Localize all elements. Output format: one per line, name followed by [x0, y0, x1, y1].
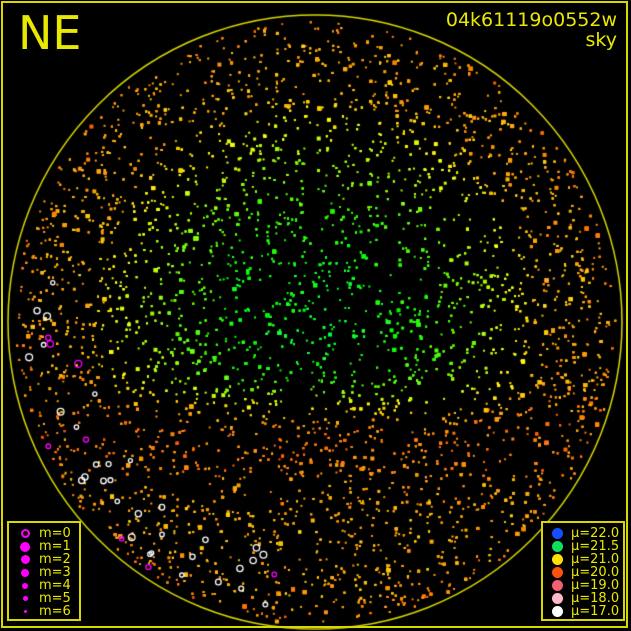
brightness-swatch-icon [549, 580, 565, 591]
brightness-label: μ=21.0 [571, 552, 620, 567]
brightness-label: μ=18.0 [571, 591, 620, 606]
magnitude-symbol-icon [17, 529, 33, 538]
magnitude-legend: m=0 m=1 m=2 m=3 m=4 m=5 m=6 [7, 521, 81, 621]
magnitude-label: m=1 [39, 539, 71, 554]
brightness-label: μ=21.5 [571, 539, 620, 554]
magnitude-legend-item: m=4 [17, 578, 79, 593]
magnitude-label: m=3 [39, 565, 71, 580]
sky-brightness-legend: μ=22.0 μ=21.5 μ=21.0 μ=20.0 μ=19.0 μ=18.0 μ=17… [541, 521, 625, 621]
magnitude-legend-item: m=0 [17, 526, 79, 541]
magnitude-legend-item: m=3 [17, 565, 79, 580]
brightness-swatch-icon [549, 593, 565, 604]
brightness-label: μ=22.0 [571, 526, 620, 541]
magnitude-legend-item: m=1 [17, 539, 79, 554]
brightness-label: μ=17.0 [571, 604, 620, 619]
frame-id: 04k61119o0552w [445, 9, 617, 31]
magnitude-symbol-icon [17, 555, 33, 564]
frame-type: sky [585, 29, 617, 51]
brightness-label: μ=20.0 [571, 565, 620, 580]
magnitude-symbol-icon [17, 568, 33, 577]
image-title: 04k61119o0552w sky [446, 10, 617, 50]
sky-brightness-legend-item: μ=22.0 [549, 526, 623, 541]
magnitude-legend-item: m=2 [17, 552, 79, 567]
brightness-swatch-icon [549, 528, 565, 539]
magnitude-symbol-icon [17, 610, 33, 613]
brightness-swatch-icon [549, 606, 565, 617]
sky-brightness-legend-item: μ=18.0 [549, 591, 623, 606]
magnitude-label: m=6 [39, 604, 71, 619]
magnitude-label: m=2 [39, 552, 71, 567]
magnitude-symbol-icon [17, 596, 33, 601]
magnitude-label: m=5 [39, 591, 71, 606]
magnitude-symbol-icon [17, 541, 33, 552]
magnitude-symbol-icon [17, 582, 33, 589]
brightness-swatch-icon [549, 541, 565, 552]
brightness-swatch-icon [549, 567, 565, 578]
sky-brightness-legend-item: μ=17.0 [549, 604, 623, 619]
magnitude-label: m=0 [39, 526, 71, 541]
magnitude-legend-item: m=6 [17, 604, 79, 619]
sky-brightness-legend-item: μ=19.0 [549, 578, 623, 593]
magnitude-label: m=4 [39, 578, 71, 593]
direction-label: NE [18, 6, 82, 60]
brightness-label: μ=19.0 [571, 578, 620, 593]
brightness-swatch-icon [549, 554, 565, 565]
sky-brightness-legend-item: μ=21.5 [549, 539, 623, 554]
sky-brightness-legend-item: μ=20.0 [549, 565, 623, 580]
sky-brightness-legend-item: μ=21.0 [549, 552, 623, 567]
magnitude-legend-item: m=5 [17, 591, 79, 606]
